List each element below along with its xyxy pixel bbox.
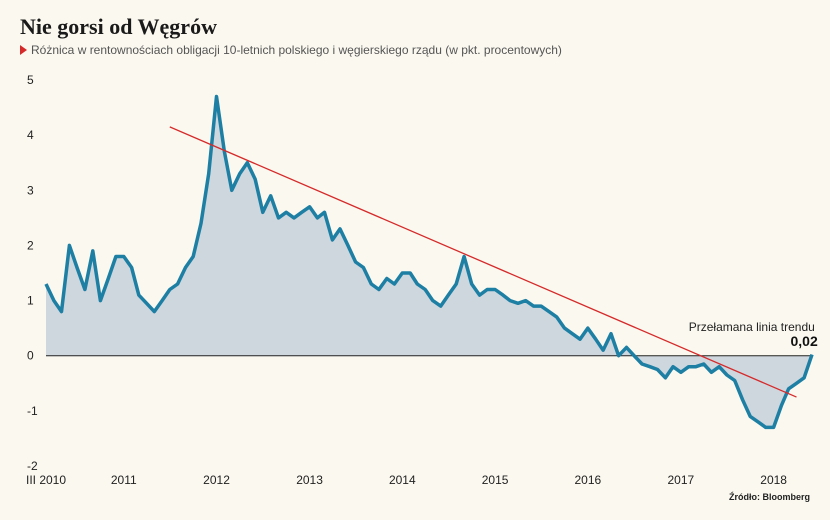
series-line bbox=[44, 94, 814, 430]
y-tick-label: 4 bbox=[27, 128, 34, 142]
x-tick-label: 2012 bbox=[203, 473, 230, 487]
source-note: Źródło: Bloomberg bbox=[729, 492, 810, 502]
trend-annotation: Przełamana linia trendu bbox=[689, 320, 815, 334]
y-tick-label: 0 bbox=[27, 349, 34, 363]
x-tick-label: 2018 bbox=[760, 473, 787, 487]
subtitle-text: Różnica w rentownościach obligacji 10-le… bbox=[31, 43, 562, 57]
y-tick-label: 5 bbox=[27, 73, 34, 87]
y-tick-label: 1 bbox=[27, 294, 34, 308]
x-tick-label: 2011 bbox=[111, 473, 137, 487]
chart-title: Nie gorsi od Węgrów bbox=[20, 14, 217, 39]
x-tick-label: 2013 bbox=[296, 473, 323, 487]
x-tick-label: III 2010 bbox=[26, 473, 66, 487]
red-triangle-icon bbox=[20, 45, 27, 55]
series-area bbox=[46, 96, 812, 428]
y-tick-label: 3 bbox=[27, 183, 34, 197]
x-tick-label: 2014 bbox=[389, 473, 416, 487]
x-tick-label: 2015 bbox=[482, 473, 509, 487]
y-tick-label: -1 bbox=[27, 404, 38, 418]
x-tick-label: 2016 bbox=[574, 473, 601, 487]
x-tick-label: 2017 bbox=[668, 473, 695, 487]
chart-subtitle: Różnica w rentownościach obligacji 10-le… bbox=[20, 43, 562, 57]
y-tick-label: 2 bbox=[27, 238, 34, 252]
last-value-label: 0,02 bbox=[790, 333, 817, 349]
y-tick-label: -2 bbox=[27, 459, 38, 473]
trend-line bbox=[169, 126, 797, 398]
